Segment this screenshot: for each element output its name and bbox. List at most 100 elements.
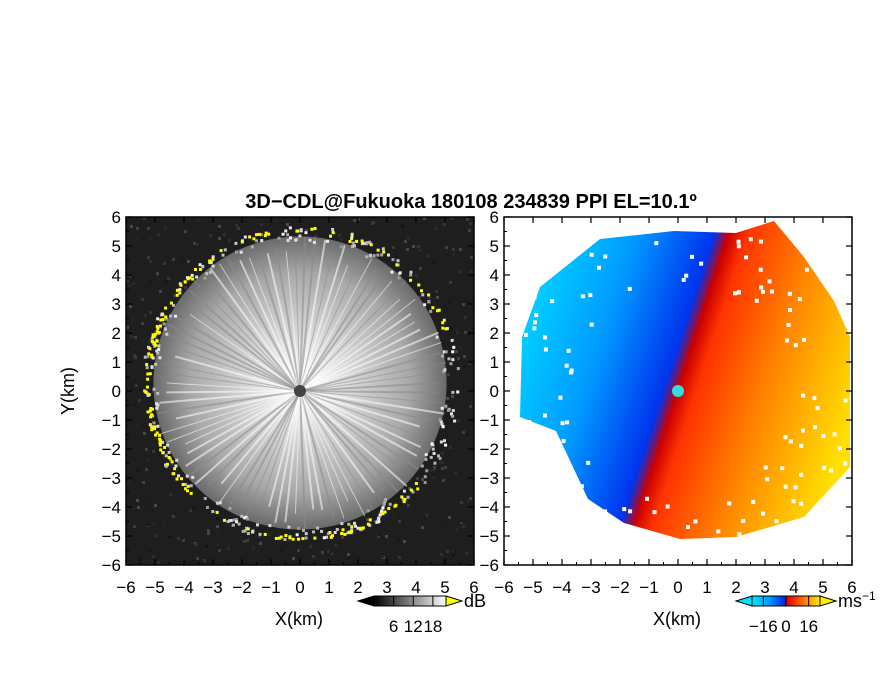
edge-pixel xyxy=(444,404,448,408)
noise-pixel xyxy=(309,545,312,548)
edge-pixel xyxy=(146,392,150,396)
edge-pixel xyxy=(366,509,370,513)
noise-pixel xyxy=(418,249,421,252)
gap-pixel xyxy=(843,398,848,403)
strong-echo-pixel xyxy=(156,326,160,330)
strong-echo-pixel xyxy=(255,233,259,237)
edge-pixel xyxy=(339,245,343,249)
edge-pixel xyxy=(156,351,160,355)
noise-pixel xyxy=(209,547,212,550)
gap-pixel xyxy=(765,477,770,482)
noise-pixel xyxy=(338,234,341,237)
noise-pixel xyxy=(172,515,175,518)
gap-pixel xyxy=(758,267,763,272)
strong-echo-pixel xyxy=(173,467,177,471)
noise-pixel xyxy=(235,238,238,241)
strong-echo-pixel xyxy=(165,462,169,466)
edge-pixel xyxy=(325,535,329,539)
y-tick-label: 1 xyxy=(112,353,121,372)
reflectivity-ray xyxy=(266,253,301,392)
edge-pixel xyxy=(229,518,233,522)
edge-pixel xyxy=(350,527,354,531)
noise-pixel xyxy=(459,511,462,514)
strong-echo-pixel xyxy=(376,248,380,252)
edge-pixel xyxy=(441,354,445,358)
edge-pixel xyxy=(436,454,440,458)
edge-pixel xyxy=(255,523,259,527)
noise-pixel xyxy=(129,497,132,500)
strong-echo-pixel xyxy=(340,532,344,536)
strong-echo-pixel xyxy=(148,347,152,351)
edge-pixel xyxy=(228,506,232,510)
edge-pixel xyxy=(331,227,335,231)
gap-pixel xyxy=(793,485,798,490)
noise-pixel xyxy=(148,433,151,436)
noise-pixel xyxy=(456,331,459,334)
edge-pixel xyxy=(145,366,149,370)
edge-pixel xyxy=(451,350,455,354)
reflectivity-ray xyxy=(185,390,301,467)
noise-pixel xyxy=(377,535,380,538)
y-tick-label: −2 xyxy=(102,440,121,459)
x-tick-label: 1 xyxy=(324,578,333,597)
reflectivity-ray xyxy=(219,263,301,392)
reflectivity-ray xyxy=(299,268,378,392)
reflectivity-ray xyxy=(190,390,301,476)
gap-pixel xyxy=(652,510,657,515)
noise-pixel xyxy=(152,523,155,526)
edge-pixel xyxy=(451,390,455,394)
gap-pixel xyxy=(628,509,633,514)
gap-pixel xyxy=(783,435,788,440)
edge-pixel xyxy=(235,520,239,524)
noise-pixel xyxy=(469,497,472,500)
noise-pixel xyxy=(149,311,152,314)
reflectivity-ray xyxy=(173,346,301,392)
noise-pixel xyxy=(162,456,165,459)
edge-pixel xyxy=(420,464,424,468)
noise-pixel xyxy=(416,477,419,480)
gap-pixel xyxy=(552,443,557,448)
gap-pixel xyxy=(821,434,826,439)
edge-pixel xyxy=(164,464,168,468)
gap-pixel xyxy=(527,420,532,425)
edge-pixel xyxy=(232,518,236,522)
x-tick-label: 4 xyxy=(789,578,798,597)
reflectivity-ray xyxy=(294,390,301,514)
y-tick-label: −3 xyxy=(102,469,121,488)
gap-pixel xyxy=(761,511,766,516)
edge-pixel xyxy=(362,241,366,245)
noise-pixel xyxy=(430,469,433,472)
colorbar-under-arrow xyxy=(356,595,375,607)
strong-echo-pixel xyxy=(150,428,154,432)
edge-pixel xyxy=(301,528,305,532)
edge-pixel xyxy=(377,520,381,524)
strong-echo-pixel xyxy=(350,235,354,239)
noise-pixel xyxy=(286,223,289,226)
strong-echo-pixel xyxy=(151,335,155,339)
strong-echo-pixel xyxy=(158,437,162,441)
noise-pixel xyxy=(149,281,152,284)
reflectivity-ray xyxy=(299,352,441,392)
noise-pixel xyxy=(444,466,447,469)
edge-pixel xyxy=(451,409,455,413)
strong-echo-pixel xyxy=(331,534,335,538)
x-axis-label-velocity: X(km) xyxy=(653,609,701,629)
reflectivity-ray xyxy=(239,390,301,506)
strong-echo-pixel xyxy=(416,487,420,491)
gap-pixel xyxy=(699,540,704,545)
strong-echo-pixel xyxy=(161,318,165,322)
noise-pixel xyxy=(134,336,137,339)
edge-pixel xyxy=(155,406,159,410)
reflectivity-ray xyxy=(169,373,301,392)
gap-pixel xyxy=(542,413,547,418)
noise-pixel xyxy=(442,562,445,565)
edge-pixel xyxy=(376,253,380,257)
noise-pixel xyxy=(439,461,442,464)
noise-pixel xyxy=(234,538,237,541)
reflectivity-ray xyxy=(268,390,301,507)
noise-pixel xyxy=(159,290,162,293)
noise-pixel xyxy=(163,262,166,265)
strong-echo-pixel xyxy=(444,327,448,331)
gap-pixel xyxy=(568,370,573,375)
noise-pixel xyxy=(261,228,264,231)
